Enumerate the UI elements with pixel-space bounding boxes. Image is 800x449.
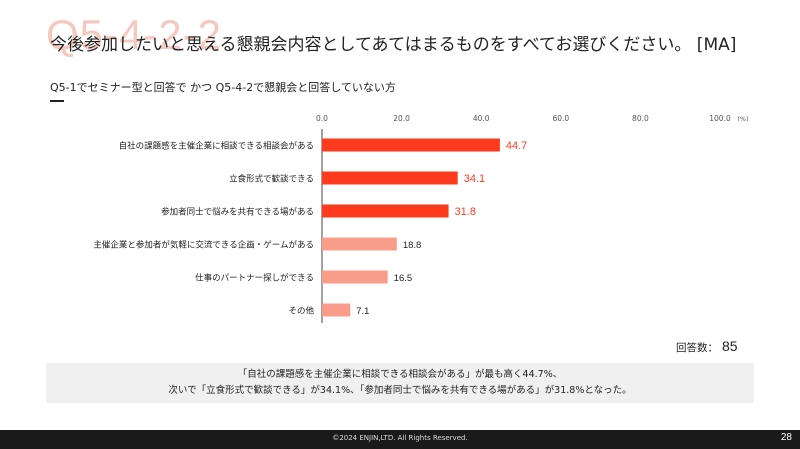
bar — [322, 171, 458, 185]
footer-bar: ©2024 ENJIN,LTD. All Rights Reserved. 28 — [0, 430, 800, 449]
value-label: 31.8 — [455, 206, 476, 218]
summary-box: 「自社の課題感を主催企業に相談できる相談会がある」が最も高く44.7%、 次いで… — [46, 363, 754, 403]
bar — [322, 138, 500, 152]
respondent-count-label: 回答数： — [676, 342, 718, 354]
page-subtitle: Q5-1でセミナー型と回答で かつ Q5-4-2で懇親会と回答していない方 — [50, 81, 396, 94]
value-label: 16.5 — [394, 273, 413, 284]
x-tick-label: 60.0 — [552, 114, 569, 123]
bar-chart: 0.0 20.0 40.0 60.0 80.0 100.0 (%) 自社の課題感を主催企業に相… — [93, 114, 749, 323]
page-number: 28 — [780, 432, 792, 443]
value-label: 34.1 — [464, 173, 485, 185]
value-label: 7.1 — [356, 306, 369, 317]
category-label: 仕事のパートナー探しができる — [195, 273, 314, 284]
x-tick-label: 0.0 — [316, 114, 328, 123]
x-tick-label: 40.0 — [473, 114, 490, 123]
bar — [322, 270, 388, 284]
summary-line-2: 次いで「立食形式で歓談できる」が34.1%、「参加者同士で悩みを共有できる場があ… — [168, 385, 632, 396]
bar — [322, 204, 449, 218]
summary-line-1: 「自社の課題感を主催企業に相談できる相談会がある」が最も高く44.7%、 — [237, 369, 563, 380]
respondent-count-value: 85 — [722, 338, 738, 354]
bar — [322, 237, 397, 251]
category-label: 立食形式で歓談できる — [229, 174, 314, 185]
value-label: 18.8 — [403, 240, 422, 251]
respondent-count: 回答数： 85 — [676, 338, 738, 355]
category-label: 自社の課題感を主催企業に相談できる相談会がある — [119, 141, 314, 152]
value-label: 44.7 — [506, 140, 527, 152]
question-watermark: Q5-4-2-2 — [46, 11, 223, 58]
title-accent-line — [50, 100, 64, 102]
x-tick-label: 80.0 — [632, 114, 649, 123]
page-title: 今後参加したいと思える懇親会内容としてあてはまるものをすべてお選びください。 [… — [50, 35, 737, 55]
category-label: 主催企業と参加者が気軽に交流できる企画・ゲームがある — [93, 240, 314, 251]
x-tick-label: 100.0 — [709, 114, 731, 123]
x-tick-label: 20.0 — [393, 114, 410, 123]
bar — [322, 303, 351, 317]
category-label: その他 — [288, 306, 314, 317]
x-axis-unit: (%) — [737, 115, 748, 123]
footer-copyright: ©2024 ENJIN,LTD. All Rights Reserved. — [332, 434, 468, 442]
category-label: 参加者同士で悩みを共有できる場がある — [161, 207, 314, 218]
